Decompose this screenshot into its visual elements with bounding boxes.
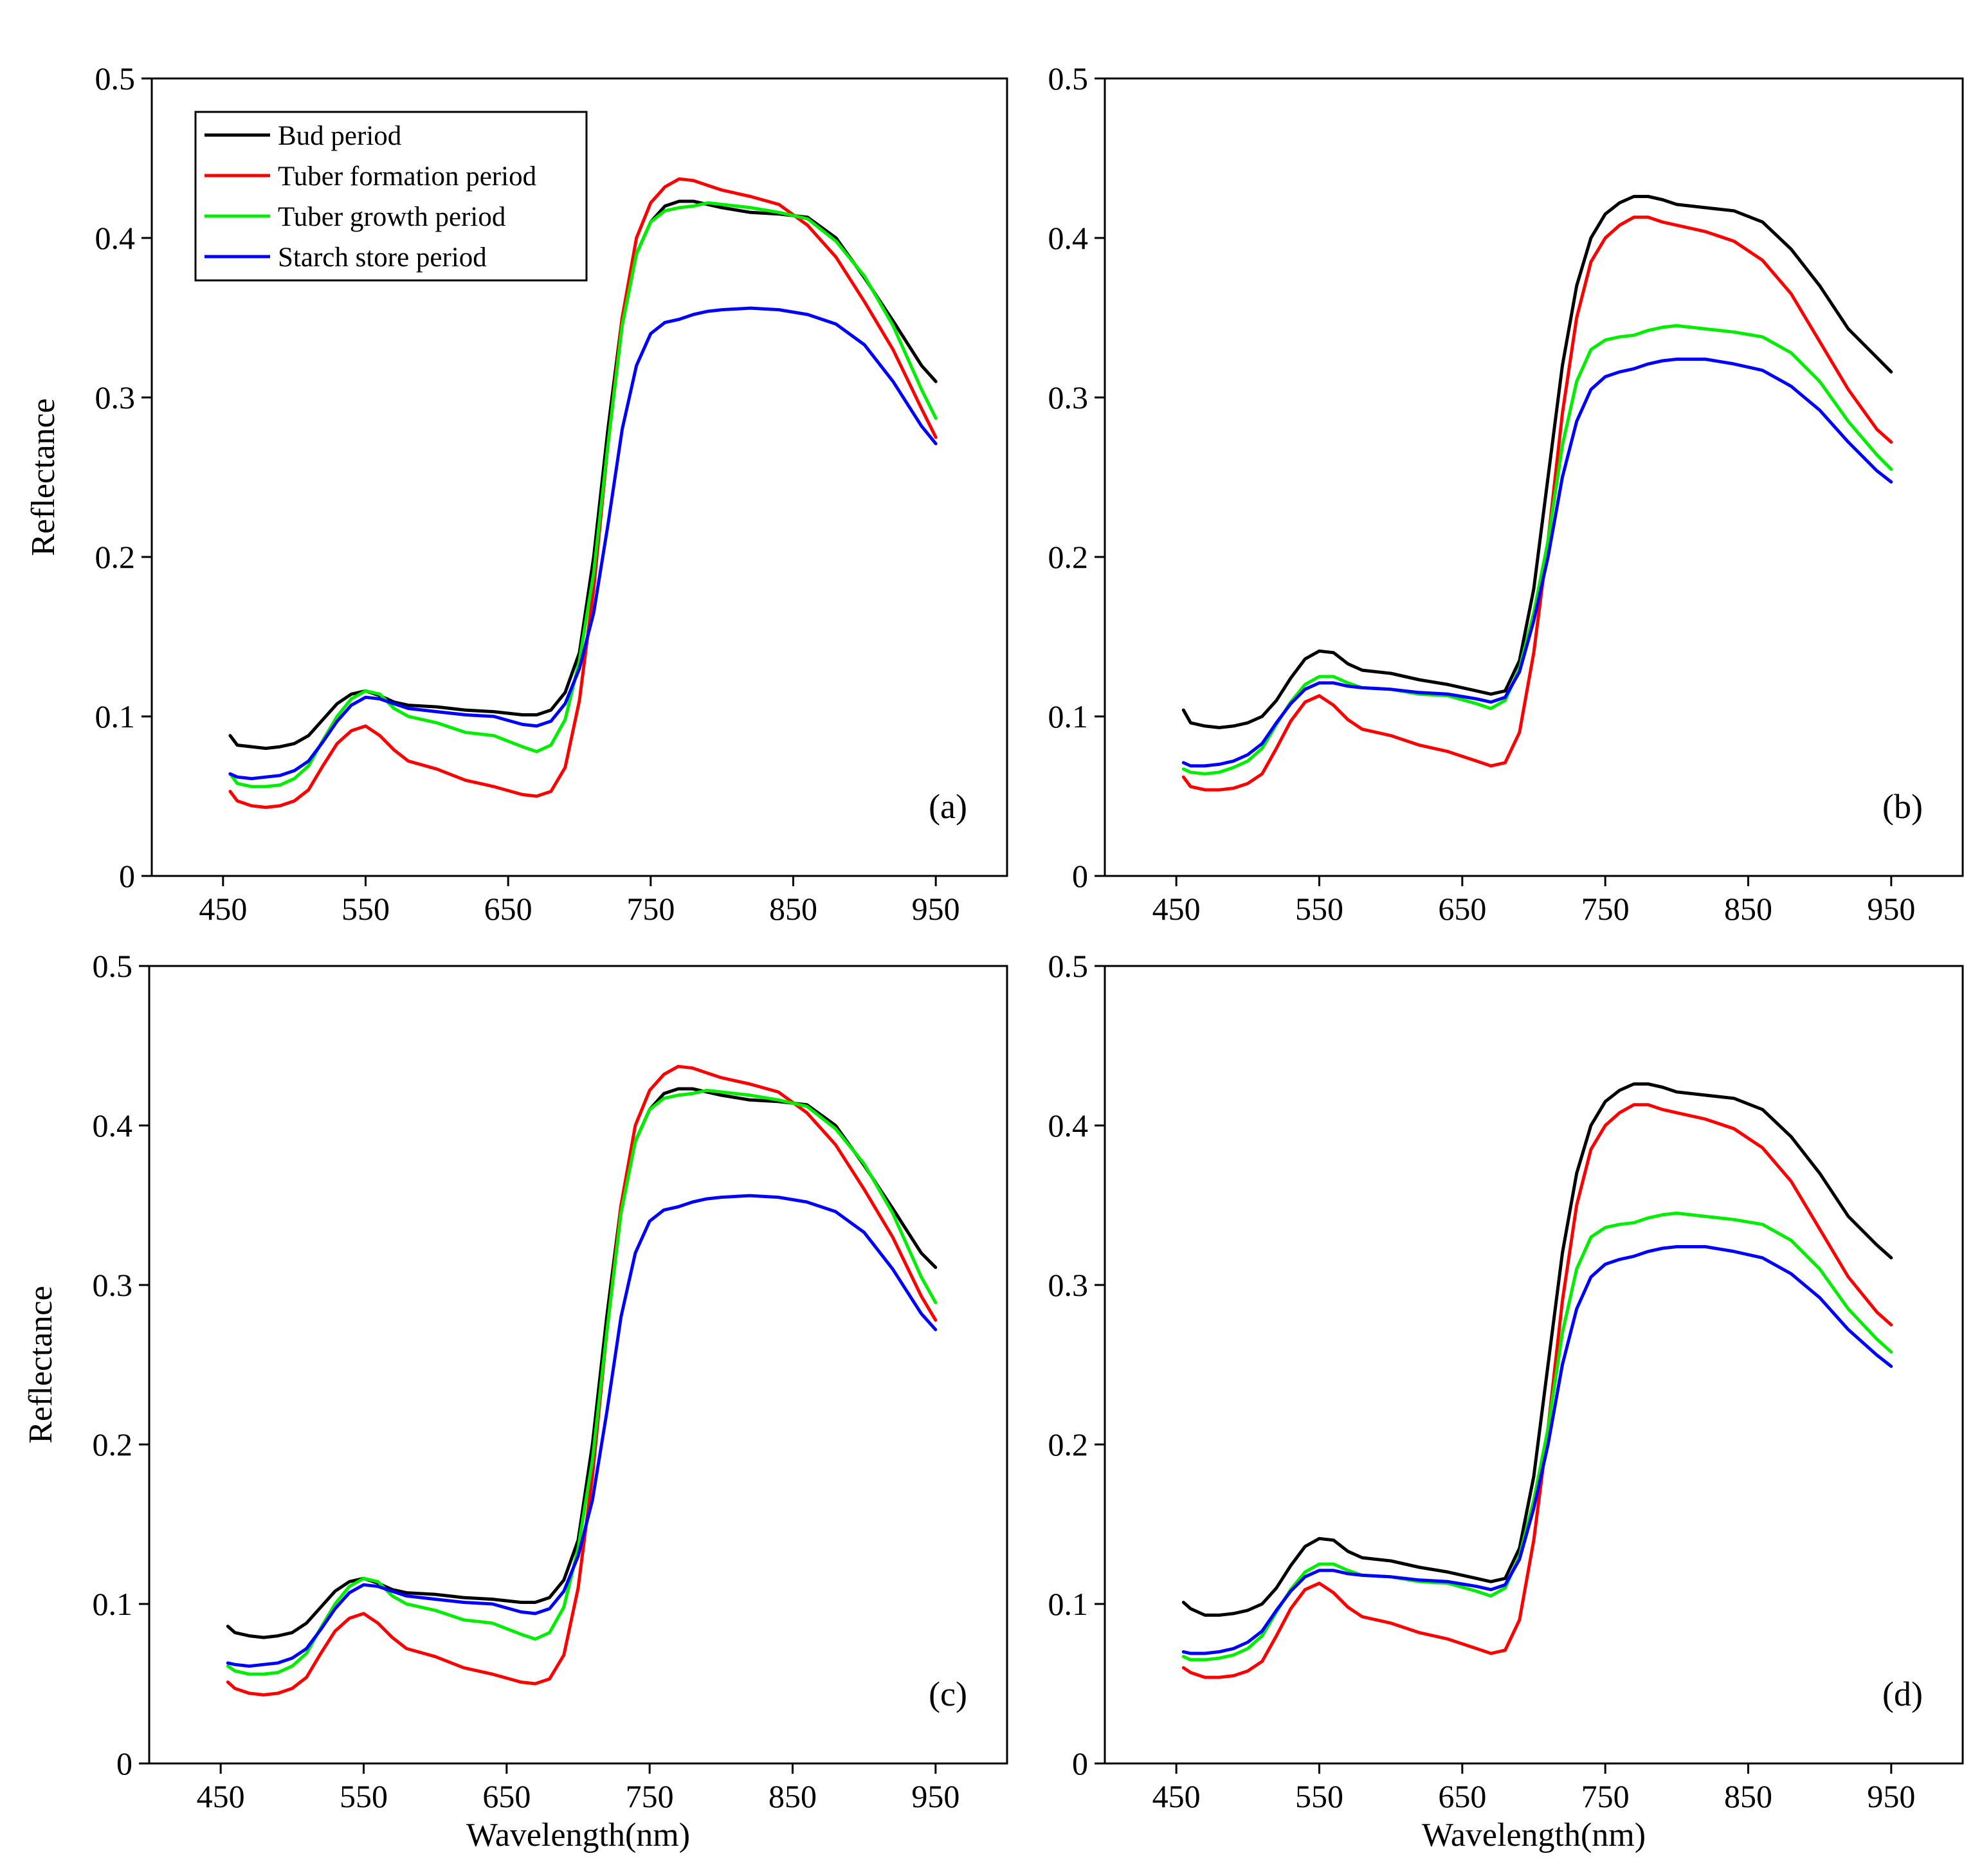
series-line-tuber-growth-period [226, 1088, 938, 1676]
panel-b: 450 550 650 750 850 950 0 0.1 0.2 0.3 0.4 0.5 (b) [1048, 60, 1964, 927]
series-line-tuber-formation-period [1181, 215, 1893, 792]
x-tick-label: 450 [1152, 1778, 1201, 1814]
y-axis-title: Reflectance [25, 398, 62, 556]
series-group-b [1181, 195, 1893, 792]
y-tick-label: 0.4 [1048, 220, 1089, 256]
series-line-bud-period [228, 199, 938, 751]
x-axis-title: Wavelength(nm) [1422, 1817, 1646, 1853]
x-tick-label: 850 [1724, 1778, 1772, 1814]
panel-label: (c) [929, 1675, 967, 1713]
series-line-starch-store-period [228, 306, 938, 781]
legend-box [194, 111, 588, 282]
x-tick-label: 650 [1438, 1778, 1486, 1814]
x-tick-label: 950 [912, 891, 960, 927]
y-tick-label: 0.2 [1048, 539, 1089, 575]
x-tick-label: 550 [1295, 1778, 1343, 1814]
x-tick-label: 450 [1152, 891, 1201, 927]
y-tick-label: 0.1 [1048, 1586, 1089, 1622]
series-group-c [226, 1064, 938, 1697]
y-tick-label: 0 [1072, 1745, 1088, 1781]
plot-frame-c [148, 965, 1008, 1765]
x-tick-label: 750 [1581, 891, 1630, 927]
series-line-tuber-formation-period [1181, 1103, 1893, 1679]
x-tick-label: 750 [1581, 1778, 1630, 1814]
y-axis-title: Reflectance [23, 1286, 59, 1443]
panel-d: 450 550 650 750 850 950 0 0.1 0.2 0.3 0.4 0.5 (d) Wav… [1048, 948, 1964, 1853]
panel-a: 450 550 650 750 850 950 0 0.1 0.2 0.3 0.4 0.5 (a) Ref… [25, 60, 1008, 927]
panel-label: (a) [929, 787, 967, 826]
x-tick-label: 950 [1867, 1778, 1915, 1814]
y-tick-label: 0.4 [93, 1107, 133, 1143]
series-line-tuber-formation-period [226, 1064, 938, 1697]
y-tick-label: 0.3 [95, 379, 136, 415]
x-tick-label: 550 [341, 891, 390, 927]
x-axis-title: Wavelength(nm) [466, 1817, 690, 1853]
y-tick-label: 0.3 [1048, 1267, 1089, 1303]
y-tick-label: 0.3 [93, 1267, 133, 1303]
y-tick-label: 0 [116, 1745, 132, 1781]
y-tick-label: 0.2 [95, 539, 136, 575]
y-tick-label: 0.5 [95, 60, 136, 96]
x-tick-label: 850 [769, 891, 817, 927]
x-tick-label: 850 [768, 1778, 817, 1814]
legend: Bud period Tuber formation period Tuber gr… [194, 111, 588, 282]
plot-frame-b [1104, 77, 1964, 877]
y-tick-label: 0.3 [1048, 379, 1089, 415]
legend-label: Tuber growth period [278, 202, 505, 232]
y-tick-label: 0.1 [1048, 698, 1089, 734]
x-tick-label: 850 [1724, 891, 1772, 927]
series-line-tuber-growth-period [228, 201, 938, 788]
panel-label: (b) [1882, 787, 1923, 826]
y-tick-label: 0.2 [93, 1426, 133, 1462]
y-tick-label: 0.4 [1048, 1107, 1089, 1143]
y-tick-label: 0.1 [95, 698, 136, 734]
legend-label: Starch store period [278, 242, 487, 273]
x-tick-label: 950 [911, 1778, 959, 1814]
y-tick-label: 0.4 [95, 220, 136, 256]
x-tick-label: 750 [626, 1778, 674, 1814]
x-tick-label: 650 [482, 1778, 531, 1814]
x-tick-label: 650 [1438, 891, 1486, 927]
x-tick-label: 550 [1295, 891, 1343, 927]
y-tick-label: 0.1 [93, 1586, 133, 1622]
x-tick-label: 450 [197, 1778, 245, 1814]
panel-label: (d) [1882, 1675, 1923, 1713]
series-line-tuber-formation-period [228, 177, 938, 809]
y-tick-label: 0 [119, 858, 135, 894]
x-tick-label: 750 [626, 891, 675, 927]
series-line-starch-store-period [1181, 1245, 1893, 1655]
series-line-bud-period [1181, 1082, 1893, 1617]
y-tick-label: 0.5 [1048, 60, 1089, 96]
series-line-bud-period [226, 1087, 938, 1639]
x-tick-label: 550 [340, 1778, 388, 1814]
legend-label: Tuber formation period [278, 161, 536, 192]
x-tick-label: 950 [1867, 891, 1915, 927]
plot-frame-d [1104, 965, 1964, 1765]
plot-frame-a [150, 77, 1008, 877]
series-line-bud-period [1181, 195, 1893, 729]
series-group-a [228, 177, 938, 809]
series-line-starch-store-period [226, 1194, 938, 1668]
series-line-starch-store-period [1181, 358, 1893, 768]
x-tick-label: 650 [484, 891, 532, 927]
y-tick-label: 0.5 [93, 948, 133, 984]
legend-label: Bud period [278, 121, 401, 151]
y-tick-label: 0.5 [1048, 948, 1089, 984]
y-tick-label: 0.2 [1048, 1426, 1089, 1462]
series-group-d [1181, 1082, 1893, 1679]
y-tick-label: 0 [1072, 858, 1088, 894]
panel-c: 450 550 650 750 850 950 0 0.1 0.2 0.3 0.4 0.5 (c) Ref… [23, 948, 1008, 1853]
x-tick-label: 450 [199, 891, 247, 927]
